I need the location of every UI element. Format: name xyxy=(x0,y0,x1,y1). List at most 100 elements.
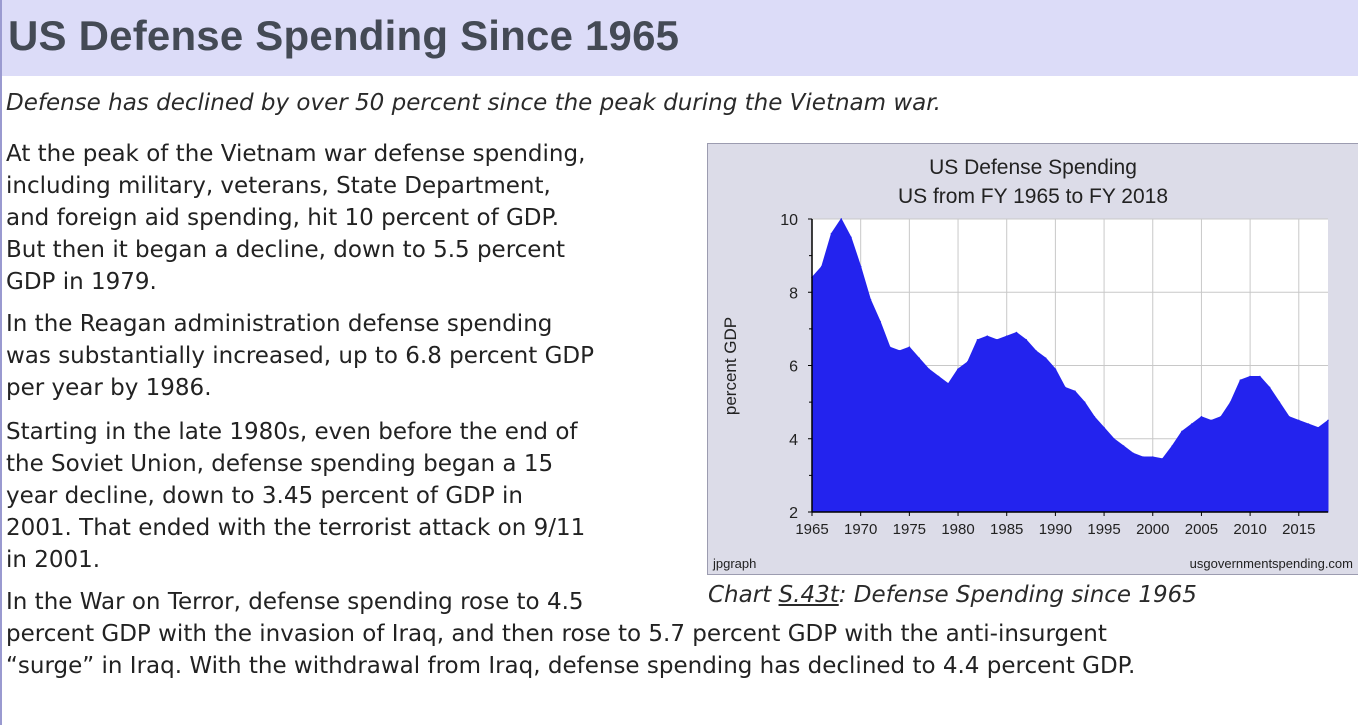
data-point-1968 xyxy=(840,218,843,220)
chart-caption: Chart S.43t: Defense Spending since 1965 xyxy=(708,582,1197,608)
data-point-1966 xyxy=(820,265,823,268)
text-line: and foreign aid spending, hit 10 percent… xyxy=(6,205,560,231)
chart-reference-link[interactable]: S.43t xyxy=(778,582,839,608)
x-tick-label: 1990 xyxy=(1039,521,1072,538)
data-point-1993 xyxy=(1083,401,1086,403)
data-point-1994 xyxy=(1093,415,1096,418)
paragraph-reagan: In the Reagan administration defense spe… xyxy=(6,308,706,404)
y-tick-label: 4 xyxy=(789,432,798,449)
text-line: In the Reagan administration defense spe… xyxy=(6,311,553,337)
text-line: year decline, down to 3.45 percent of GD… xyxy=(6,483,524,509)
data-point-1998 xyxy=(1132,452,1135,455)
y-tick-label: 8 xyxy=(789,285,798,302)
data-point-2014 xyxy=(1288,415,1290,418)
data-point-1972 xyxy=(879,320,881,323)
data-point-2006 xyxy=(1210,419,1212,422)
text-line: At the peak of the Vietnam war defense s… xyxy=(6,141,586,167)
text-line: percent GDP with the invasion of Iraq, a… xyxy=(6,621,1107,647)
x-tick-label: 1975 xyxy=(893,521,926,538)
x-tick-label: 2000 xyxy=(1136,521,1169,538)
data-point-1970 xyxy=(859,265,862,268)
page-title: US Defense Spending Since 1965 xyxy=(8,12,680,59)
data-point-2011 xyxy=(1259,375,1261,378)
data-point-1979 xyxy=(947,383,950,385)
chart-container: US Defense Spending US from FY 1965 to F… xyxy=(707,143,1358,575)
data-point-1986 xyxy=(1015,331,1018,334)
data-point-1981 xyxy=(966,361,969,363)
data-point-1975 xyxy=(908,346,911,348)
data-point-2007 xyxy=(1220,415,1222,418)
chart-footer-right: usgovernmentspending.com xyxy=(1190,556,1353,571)
data-point-1990 xyxy=(1054,368,1057,370)
data-point-2001 xyxy=(1161,458,1164,460)
x-tick-label: 1980 xyxy=(941,521,974,538)
x-tick-label: 1985 xyxy=(990,521,1023,538)
y-tick-label: 6 xyxy=(789,359,798,376)
data-point-1978 xyxy=(937,375,940,378)
data-point-1995 xyxy=(1103,426,1105,429)
x-tick-label: 2015 xyxy=(1282,521,1315,538)
page-left-border xyxy=(0,0,2,725)
data-point-2004 xyxy=(1190,423,1193,425)
data-point-1988 xyxy=(1035,350,1037,352)
y-axis-label: percent GDP xyxy=(721,317,740,415)
data-point-2017 xyxy=(1317,426,1320,429)
paragraph-vietnam: At the peak of the Vietnam war defense s… xyxy=(6,138,706,298)
defense-spending-chart: US Defense Spending US from FY 1965 to F… xyxy=(712,156,1353,571)
data-point-2018 xyxy=(1327,419,1329,422)
data-point-2005 xyxy=(1200,415,1203,418)
data-point-1983 xyxy=(986,335,989,337)
text-line: the Soviet Union, defense spending began… xyxy=(6,451,554,477)
x-tick-label: 2010 xyxy=(1233,521,1266,538)
text-line: was substantially increased, up to 6.8 p… xyxy=(6,343,594,369)
x-tick-label: 1995 xyxy=(1087,521,1120,538)
text-line: per year by 1986. xyxy=(6,375,212,401)
data-point-1982 xyxy=(976,339,979,341)
caption-suffix: : Defense Spending since 1965 xyxy=(838,582,1197,608)
page-subtitle: Defense has declined by over 50 percent … xyxy=(6,90,941,116)
data-point-1974 xyxy=(898,350,901,352)
paragraph-war-on-terror: In the War on Terror, defense spending r… xyxy=(6,586,1346,682)
data-point-1985 xyxy=(1005,335,1008,337)
y-tick-label: 2 xyxy=(789,505,798,522)
data-point-1977 xyxy=(928,368,930,370)
data-point-1984 xyxy=(996,339,998,341)
data-point-2000 xyxy=(1151,456,1154,458)
data-point-2013 xyxy=(1278,401,1281,403)
data-point-1999 xyxy=(1142,456,1144,458)
text-line: “surge” in Iraq. With the withdrawal fro… xyxy=(6,653,1136,679)
text-line: 2001. That ended with the terrorist atta… xyxy=(6,515,586,541)
data-point-1997 xyxy=(1122,445,1125,447)
data-point-2002 xyxy=(1171,445,1174,447)
text-line: GDP in 1979. xyxy=(6,269,157,295)
chart-subtitle: US from FY 1965 to FY 2018 xyxy=(898,185,1168,208)
data-point-1991 xyxy=(1064,386,1066,389)
data-point-1971 xyxy=(869,298,872,301)
data-point-2008 xyxy=(1229,401,1232,403)
data-point-1973 xyxy=(889,346,891,348)
x-tick-label: 1970 xyxy=(844,521,877,538)
data-point-1969 xyxy=(850,236,852,239)
data-point-1980 xyxy=(957,368,959,370)
data-point-2015 xyxy=(1297,419,1300,422)
caption-prefix: Chart xyxy=(708,582,779,608)
data-point-2010 xyxy=(1249,375,1251,378)
y-tick-label: 10 xyxy=(780,212,798,229)
data-point-1992 xyxy=(1074,390,1076,392)
text-line: But then it began a decline, down to 5.5… xyxy=(6,237,566,263)
data-point-1996 xyxy=(1113,437,1115,440)
text-line: in 2001. xyxy=(6,547,101,573)
paragraph-post-cold-war: Starting in the late 1980s, even before … xyxy=(6,416,706,576)
data-point-2016 xyxy=(1307,423,1310,425)
data-point-2003 xyxy=(1181,430,1183,433)
text-line: In the War on Terror, defense spending r… xyxy=(6,589,584,615)
data-point-2009 xyxy=(1239,379,1242,381)
data-point-1976 xyxy=(918,357,920,359)
x-tick-label: 2005 xyxy=(1185,521,1218,538)
text-line: including military, veterans, State Depa… xyxy=(6,173,551,199)
text-line: Starting in the late 1980s, even before … xyxy=(6,419,578,445)
page-header: US Defense Spending Since 1965 xyxy=(2,0,1358,76)
data-point-2012 xyxy=(1268,386,1271,389)
chart-title: US Defense Spending xyxy=(929,156,1137,179)
plot-area: 2 4 6 8 10 1965 1970 1975 1980 1985 1990 1995 2000 20… xyxy=(780,212,1329,538)
